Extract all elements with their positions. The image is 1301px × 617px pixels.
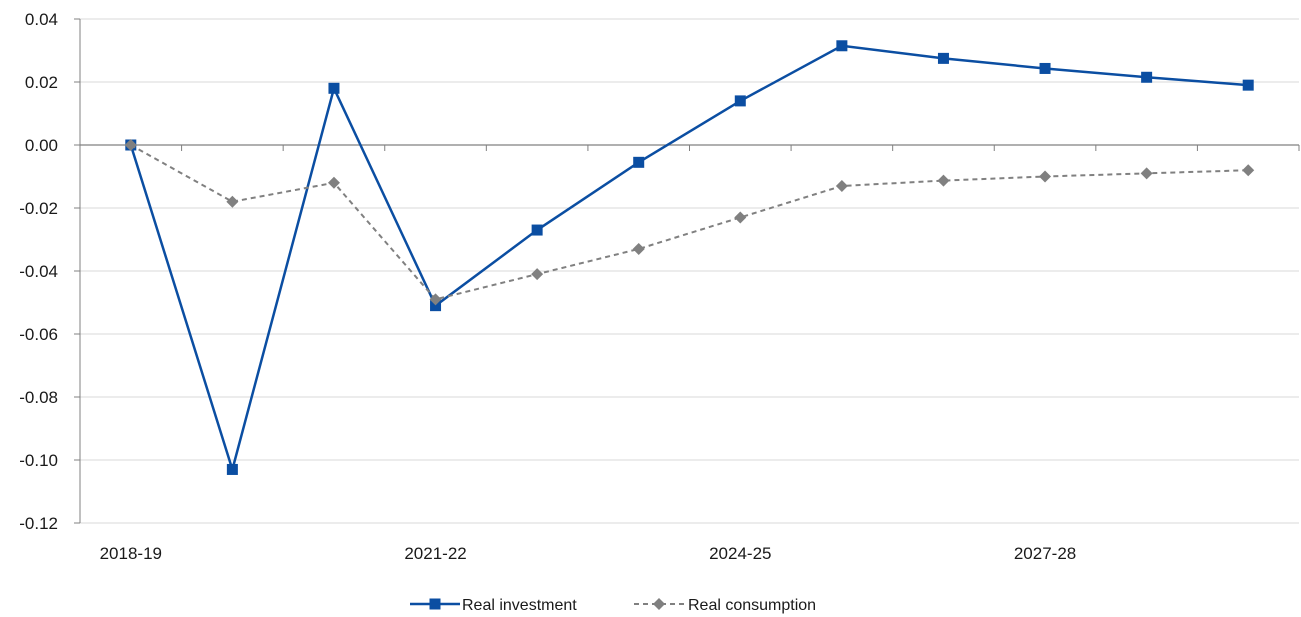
data-point-square [836, 40, 848, 52]
data-point-square [226, 463, 238, 475]
data-point-square [1141, 71, 1153, 83]
legend-marker-diamond [653, 598, 665, 610]
legend-marker-square [429, 598, 441, 610]
legend-item-real-consumption: Real consumption [634, 597, 816, 614]
y-tick-label: -0.06 [19, 325, 58, 344]
data-point-diamond [734, 211, 747, 224]
y-tick-label: 0.00 [25, 136, 58, 155]
legend: Real investment Real consumption [410, 597, 816, 614]
y-tick-label: -0.12 [19, 514, 58, 533]
data-point-diamond [1242, 164, 1255, 177]
gridlines [80, 18, 1299, 524]
x-tick-label: 2024-25 [709, 544, 771, 563]
x-tick-label: 2018-19 [100, 544, 162, 563]
data-point-square [1242, 79, 1254, 91]
y-tick-label: -0.08 [19, 388, 58, 407]
data-point-diamond [1140, 167, 1153, 180]
data-point-square [531, 224, 543, 236]
x-tick-label: 2021-22 [404, 544, 466, 563]
series-real-consumption [124, 139, 1255, 306]
data-point-diamond [226, 195, 239, 208]
data-point-diamond [531, 268, 544, 281]
series-line [129, 44, 1249, 474]
y-tick-label: -0.02 [19, 199, 58, 218]
data-point-square [633, 156, 645, 168]
series-real-investment [125, 40, 1254, 475]
series-group [124, 40, 1255, 475]
data-point-square [328, 82, 340, 94]
data-point-diamond [632, 242, 645, 255]
data-point-square [734, 95, 746, 107]
data-point-diamond [937, 174, 950, 187]
y-tick-label: -0.10 [19, 451, 58, 470]
y-tick-label: 0.04 [25, 10, 58, 29]
data-point-diamond [124, 139, 137, 151]
data-point-square [430, 300, 442, 312]
data-point-diamond [429, 293, 442, 306]
legend-item-real-investment: Real investment [410, 597, 577, 614]
data-point-diamond [835, 179, 848, 192]
legend-label: Real consumption [688, 597, 816, 614]
y-tick-label: -0.04 [19, 262, 58, 281]
x-tick-label: 2027-28 [1014, 544, 1076, 563]
data-point-square [937, 52, 949, 64]
axes: 0.04 0.02 0.00 -0.02 -0.04 -0.06 -0.08 -0.10 -0.… [19, 10, 1300, 563]
data-point-diamond [327, 176, 340, 189]
legend-label: Real investment [462, 597, 577, 614]
data-point-square [1039, 62, 1051, 74]
series-line [130, 144, 1249, 301]
data-point-diamond [1039, 170, 1052, 183]
y-tick-label: 0.02 [25, 73, 58, 92]
